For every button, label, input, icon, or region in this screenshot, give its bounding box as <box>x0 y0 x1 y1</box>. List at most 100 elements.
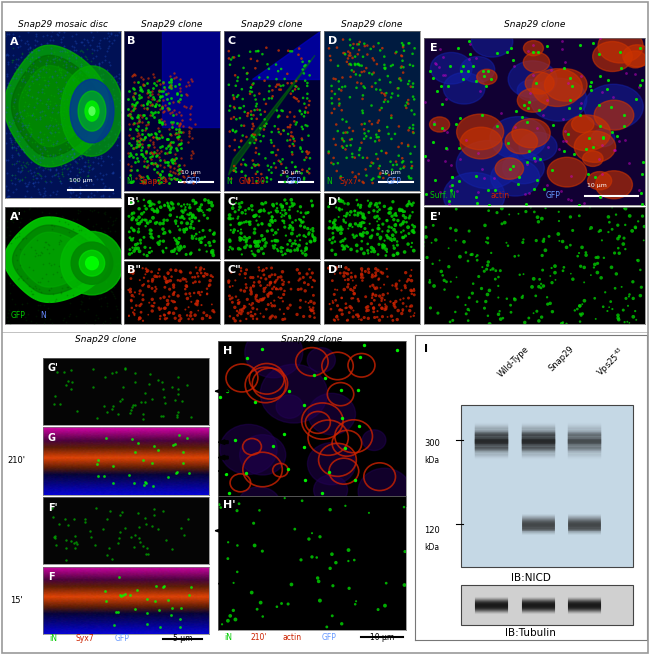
Point <box>530 291 541 301</box>
Point <box>66 143 77 154</box>
Point <box>328 295 338 306</box>
Point <box>292 206 303 217</box>
Point <box>67 162 77 172</box>
Point <box>174 83 185 93</box>
Point <box>191 262 202 272</box>
Point <box>495 265 506 276</box>
Point <box>157 166 167 177</box>
Point <box>172 238 183 249</box>
Point <box>45 98 55 109</box>
Point <box>600 287 610 297</box>
Point <box>378 290 388 300</box>
Point <box>370 200 380 210</box>
Point <box>84 39 95 50</box>
Point <box>380 601 390 611</box>
Point <box>176 523 186 534</box>
Point <box>304 264 315 274</box>
Point <box>482 260 493 271</box>
Point <box>368 280 378 291</box>
Point <box>344 583 354 593</box>
Point <box>377 303 387 314</box>
Circle shape <box>313 475 348 505</box>
Point <box>51 138 61 148</box>
Point <box>309 276 320 286</box>
Point <box>173 128 183 139</box>
Point <box>240 279 251 290</box>
Point <box>352 246 362 256</box>
Point <box>110 263 120 273</box>
Point <box>572 304 582 314</box>
Point <box>599 253 609 263</box>
Point <box>294 214 304 225</box>
Point <box>300 120 311 130</box>
Point <box>27 171 38 181</box>
Point <box>255 105 265 115</box>
Point <box>146 154 156 164</box>
Point <box>43 134 53 144</box>
Point <box>471 252 481 262</box>
Point <box>369 246 380 257</box>
Point <box>77 243 87 253</box>
Point <box>309 370 319 381</box>
Point <box>270 227 281 238</box>
Point <box>33 159 44 170</box>
Point <box>5 79 15 90</box>
Point <box>127 400 138 410</box>
Point <box>306 237 317 248</box>
Point <box>310 235 320 246</box>
Point <box>164 161 175 172</box>
Point <box>113 132 124 142</box>
Point <box>129 70 140 81</box>
Point <box>268 440 279 451</box>
Point <box>226 214 236 224</box>
Point <box>359 213 370 223</box>
Point <box>396 205 407 215</box>
Point <box>198 207 209 217</box>
Point <box>177 212 187 223</box>
Point <box>138 455 148 465</box>
Point <box>137 86 148 96</box>
Point <box>223 553 233 564</box>
Point <box>234 498 244 509</box>
Point <box>49 398 59 409</box>
Point <box>181 281 192 291</box>
Point <box>233 205 244 215</box>
Point <box>94 41 104 51</box>
Point <box>343 545 354 555</box>
Point <box>69 514 79 524</box>
Point <box>105 318 115 328</box>
Point <box>186 248 196 258</box>
Point <box>77 297 87 307</box>
Point <box>465 39 475 49</box>
Point <box>357 236 367 246</box>
Point <box>104 183 114 193</box>
Point <box>250 105 260 115</box>
Point <box>338 235 348 246</box>
Point <box>55 399 66 409</box>
Point <box>205 275 215 286</box>
Point <box>36 173 46 183</box>
Point <box>167 121 177 132</box>
Point <box>236 228 246 238</box>
Point <box>3 315 14 326</box>
Point <box>158 229 168 239</box>
Point <box>62 94 72 105</box>
Point <box>636 187 646 198</box>
Point <box>16 75 27 85</box>
Point <box>257 611 268 622</box>
Point <box>252 56 263 66</box>
Point <box>304 534 314 544</box>
Point <box>32 173 43 183</box>
Point <box>295 235 306 246</box>
Point <box>62 53 73 64</box>
Point <box>234 219 244 229</box>
Point <box>164 143 175 154</box>
Point <box>33 70 44 81</box>
Point <box>634 185 645 195</box>
Point <box>50 50 60 61</box>
Point <box>161 276 172 287</box>
Point <box>136 149 147 159</box>
Point <box>597 235 607 246</box>
Point <box>27 92 37 102</box>
Point <box>37 272 47 283</box>
